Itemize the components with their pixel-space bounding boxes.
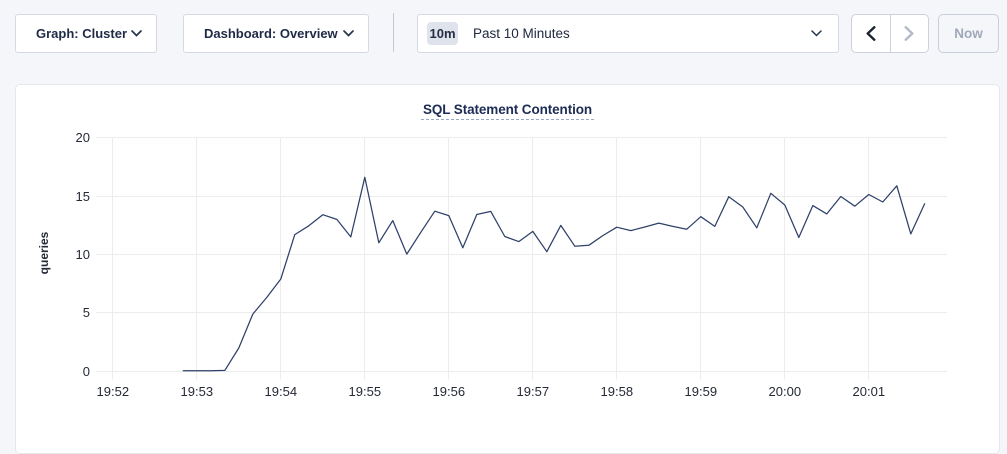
svg-text:20: 20 bbox=[76, 130, 90, 145]
svg-text:20:01: 20:01 bbox=[853, 384, 886, 399]
svg-text:20:00: 20:00 bbox=[769, 384, 802, 399]
svg-text:19:52: 19:52 bbox=[97, 384, 130, 399]
svg-text:19:59: 19:59 bbox=[685, 384, 718, 399]
svg-text:0: 0 bbox=[83, 364, 90, 379]
svg-text:19:58: 19:58 bbox=[601, 384, 634, 399]
svg-text:queries: queries bbox=[37, 231, 51, 274]
svg-text:19:56: 19:56 bbox=[433, 384, 466, 399]
svg-text:10: 10 bbox=[76, 247, 90, 262]
svg-text:19:53: 19:53 bbox=[181, 384, 214, 399]
svg-text:19:57: 19:57 bbox=[517, 384, 550, 399]
svg-text:15: 15 bbox=[76, 189, 90, 204]
svg-text:19:55: 19:55 bbox=[349, 384, 382, 399]
svg-text:19:54: 19:54 bbox=[265, 384, 298, 399]
svg-text:5: 5 bbox=[83, 305, 90, 320]
